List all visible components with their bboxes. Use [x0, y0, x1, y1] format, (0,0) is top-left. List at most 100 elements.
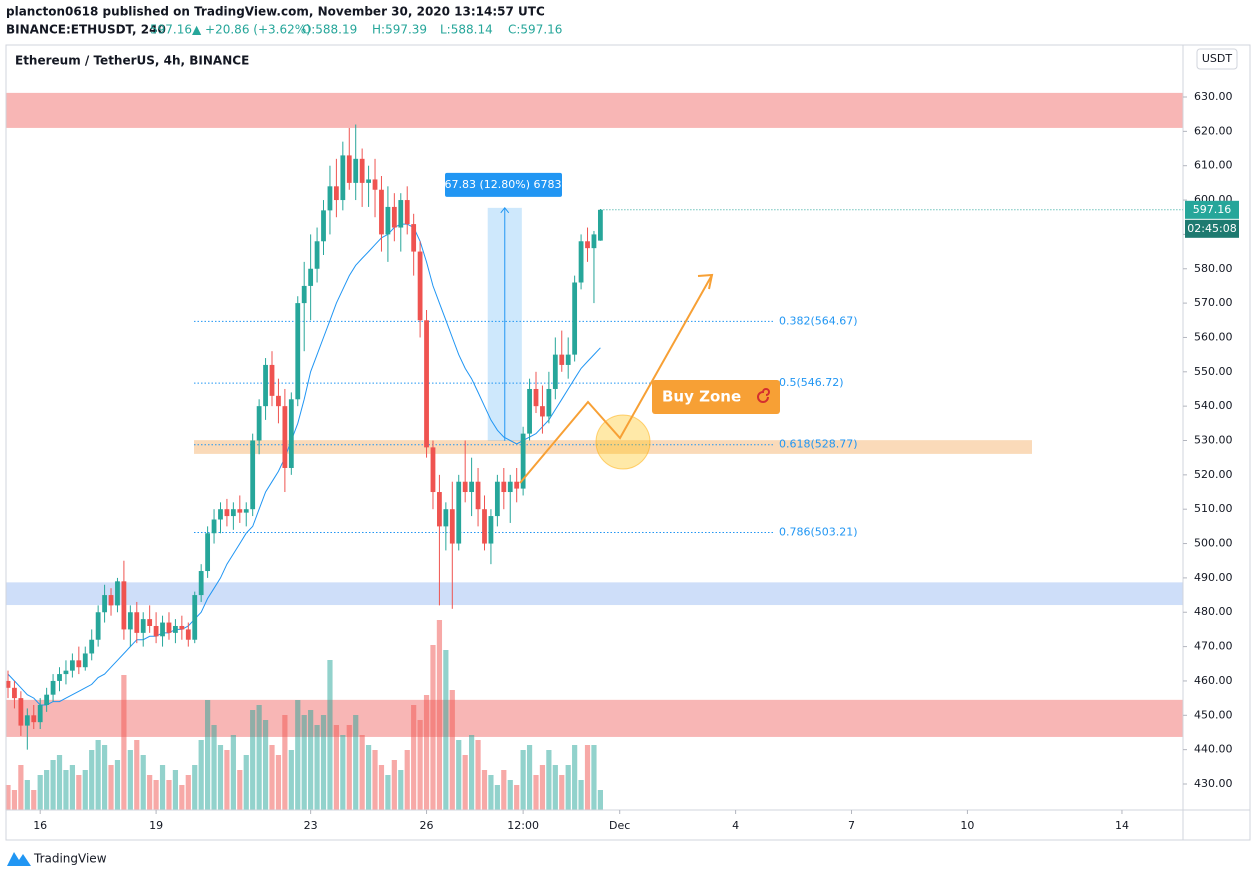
currency[interactable]: USDT — [1202, 52, 1233, 65]
candle-body — [179, 625, 185, 630]
candle-body — [173, 625, 178, 633]
candle-body — [430, 447, 436, 493]
candle-body — [507, 481, 513, 493]
candle-body — [57, 674, 62, 681]
candle-body — [263, 364, 268, 407]
candle-body — [527, 388, 532, 434]
volume-bar — [50, 760, 56, 810]
candle-body — [121, 581, 127, 630]
candle-body — [205, 533, 211, 572]
volume-bar — [308, 710, 314, 810]
candle-body — [166, 622, 172, 633]
price-zone — [6, 92, 1183, 128]
volume-bar — [121, 675, 127, 810]
price-zone — [194, 440, 1032, 454]
candle-body — [230, 509, 236, 517]
candle-body — [147, 619, 153, 626]
fib-label: 0.5(546.72) — [779, 376, 844, 389]
volume-bar — [494, 785, 500, 810]
measure-label-box — [445, 172, 562, 197]
countdown: 02:45:08 — [1187, 222, 1236, 235]
volume-bar — [275, 755, 282, 810]
volume-bar — [140, 755, 146, 810]
candle-body — [243, 509, 249, 513]
fib-label: 0.382(564.67) — [779, 314, 858, 327]
projection-arrow — [519, 274, 713, 484]
volume-bar — [572, 745, 578, 810]
y-tick-label: 490.00 — [1194, 571, 1233, 584]
candle-body — [153, 625, 159, 637]
last-price-box — [1185, 200, 1239, 219]
volume-bar — [359, 735, 365, 810]
volume-bar — [31, 790, 37, 810]
candle-body — [308, 268, 314, 286]
candle-body — [398, 200, 404, 228]
volume-bar — [559, 775, 565, 810]
volume-bar — [481, 770, 488, 810]
candle-body — [276, 395, 281, 407]
candle-body — [475, 481, 481, 510]
volume-bar — [353, 715, 359, 810]
candle-body — [134, 612, 140, 633]
y-tick-label: 510.00 — [1194, 502, 1233, 515]
candle-body — [31, 715, 37, 723]
currency-button[interactable] — [1196, 48, 1238, 70]
candle-body — [417, 251, 423, 321]
candle-body — [63, 670, 69, 675]
candle-body — [301, 285, 307, 304]
volume-bar — [327, 660, 333, 810]
volume-bar — [44, 770, 50, 810]
candle-body — [391, 206, 397, 228]
zones-layer — [6, 92, 1183, 737]
y-tick-label: 550.00 — [1194, 365, 1233, 378]
volume-bar — [198, 740, 204, 810]
volume-bar — [501, 770, 507, 810]
candle-body — [218, 509, 223, 520]
volume-bar — [514, 785, 520, 810]
candle-body — [482, 509, 487, 544]
candle-body — [578, 241, 584, 283]
candle-body — [82, 653, 88, 668]
candle-body — [366, 179, 371, 183]
volume-bar — [114, 760, 121, 810]
candle-body — [501, 481, 507, 493]
candle-body — [379, 189, 384, 235]
x-tick-label: 14 — [1115, 819, 1129, 832]
candle-body — [346, 155, 352, 183]
candle-body — [37, 704, 43, 723]
candle-body — [95, 612, 101, 640]
y-tick-label: 430.00 — [1194, 777, 1233, 790]
candle-body — [353, 158, 359, 183]
candle-body — [469, 481, 475, 493]
candle-body — [559, 354, 565, 365]
candle-body — [546, 388, 552, 417]
volume-bar — [578, 780, 584, 810]
candle-body — [211, 519, 217, 534]
volume-bar — [5, 785, 11, 810]
candle-body — [597, 209, 603, 241]
volume-bar — [230, 735, 236, 810]
volume-bar — [69, 765, 75, 810]
candle-body — [424, 320, 429, 448]
y-tick-label: 560.00 — [1194, 330, 1233, 343]
volume-bar — [333, 725, 339, 810]
candle-body — [224, 509, 230, 517]
volume-bar — [462, 755, 468, 810]
y-tick-label: 470.00 — [1194, 640, 1233, 653]
pane-border — [5, 44, 1251, 841]
low: L:588.14 — [440, 23, 493, 37]
volume-bar — [365, 745, 372, 810]
volume-layer — [5, 620, 603, 810]
buy-zone-icon — [757, 388, 770, 403]
volume-bar — [288, 750, 294, 810]
volume-bar — [101, 745, 108, 810]
volume-bar — [147, 775, 153, 810]
volume-bar — [166, 780, 172, 810]
volume-bar — [127, 750, 133, 810]
candle-body — [372, 179, 378, 190]
moving-average — [7, 223, 601, 706]
volume-bar — [449, 690, 455, 810]
candle-body — [552, 354, 558, 389]
buy-zone-label: Buy Zone — [662, 388, 741, 406]
y-tick-label: 520.00 — [1194, 468, 1233, 481]
